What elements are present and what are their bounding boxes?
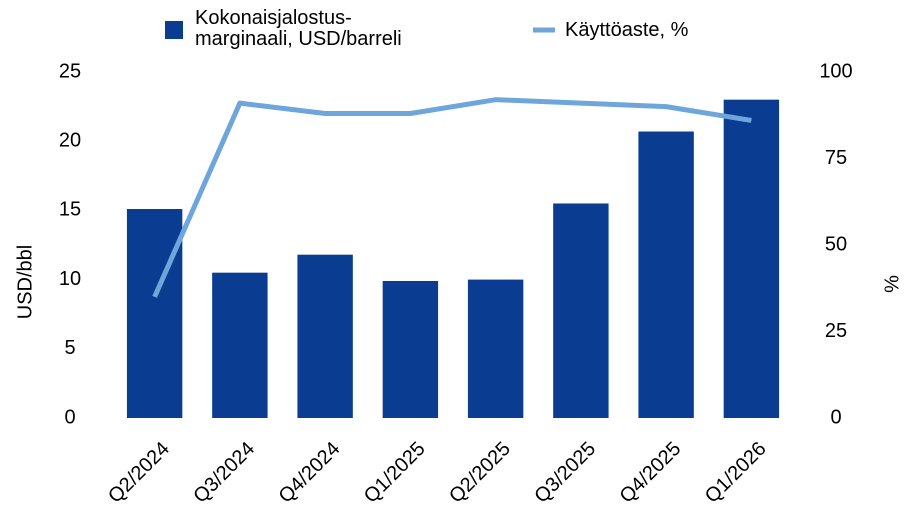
bar bbox=[382, 280, 439, 418]
y-tick-label: 10 bbox=[59, 268, 81, 290]
bar bbox=[723, 99, 780, 419]
y2-tick-label: 50 bbox=[825, 233, 847, 255]
y2-axis-label: % bbox=[881, 275, 903, 293]
bar bbox=[553, 203, 609, 418]
y-tick-label: 25 bbox=[59, 60, 81, 82]
x-tick-label: Q3/2024 bbox=[189, 438, 259, 508]
bar bbox=[212, 272, 268, 418]
x-tick-label: Q4/2025 bbox=[616, 438, 686, 508]
line bbox=[152, 97, 752, 298]
x-tick-label: Q2/2025 bbox=[445, 438, 515, 508]
x-tick-label: Q1/2026 bbox=[701, 438, 771, 508]
y2-tick-label: 25 bbox=[825, 320, 847, 342]
x-tick-label: Q2/2024 bbox=[104, 438, 174, 508]
y2-tick-label: 75 bbox=[825, 147, 847, 169]
x-tick-label: Q3/2025 bbox=[530, 438, 600, 508]
y2-tick-label: 100 bbox=[819, 60, 852, 82]
bar bbox=[297, 254, 353, 418]
x-tick-label: Q4/2024 bbox=[275, 438, 345, 508]
legend-swatch bbox=[165, 21, 183, 39]
y2-tick-label: 0 bbox=[830, 406, 841, 428]
bar bbox=[467, 279, 524, 418]
y-axis-label: USD/bbl bbox=[14, 245, 36, 319]
bar bbox=[126, 209, 183, 418]
y-tick-label: 15 bbox=[59, 199, 81, 221]
legend-label: Kokonaisjalostus-marginaali, USD/barreli bbox=[195, 7, 402, 50]
y-tick-label: 0 bbox=[64, 406, 75, 428]
legend-label: Käyttöaste, % bbox=[565, 19, 689, 41]
y-tick-label: 5 bbox=[64, 337, 75, 359]
bar bbox=[638, 131, 694, 418]
x-tick-label: Q1/2025 bbox=[360, 438, 430, 508]
y-tick-label: 20 bbox=[59, 129, 81, 151]
